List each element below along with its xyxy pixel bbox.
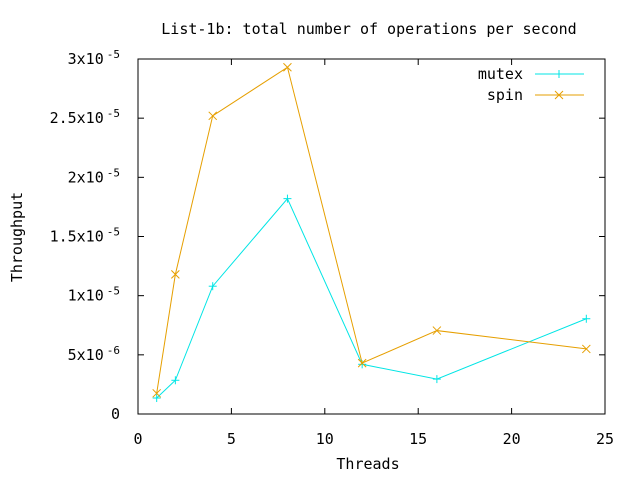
y-tick-label: 1.5x10 -5 bbox=[50, 226, 120, 246]
data-point-spin bbox=[357, 358, 367, 368]
data-point-spin bbox=[581, 344, 591, 354]
y-tick-label-base: 2x10 bbox=[68, 168, 104, 186]
y-tick-label: 2x10 -5 bbox=[68, 166, 120, 186]
y-tick-label-base: 0 bbox=[111, 405, 120, 423]
data-point-mutex bbox=[208, 282, 217, 291]
x-tick-label: 15 bbox=[409, 430, 427, 448]
data-point-spin bbox=[283, 62, 292, 72]
y-tick-label-base: 5x10 bbox=[68, 346, 104, 364]
y-tick-label-exponent: -5 bbox=[107, 107, 120, 120]
y-tick-label: 2.5x10 -5 bbox=[50, 107, 120, 127]
x-tick-label: 5 bbox=[227, 430, 236, 448]
legend: mutex spin bbox=[478, 65, 584, 104]
legend-marker-mutex bbox=[555, 70, 563, 78]
x-tick-label: 20 bbox=[503, 430, 521, 448]
y-tick-label-base: 1.5x10 bbox=[50, 228, 104, 246]
y-tick-label: 0 bbox=[111, 405, 120, 423]
data-point-mutex bbox=[171, 376, 180, 385]
plot-frame bbox=[137, 58, 606, 415]
y-tick-label: 3x10 -5 bbox=[68, 48, 120, 68]
x-axis: 0 5 10 15 20 25 bbox=[133, 59, 614, 448]
y-tick-label-exponent: -5 bbox=[107, 48, 120, 61]
x-axis-title: Threads bbox=[336, 455, 399, 473]
y-tick-label: 5x10 -6 bbox=[68, 344, 120, 364]
data-point-mutex bbox=[582, 314, 591, 323]
chart-title: List-1b: total number of operations per … bbox=[161, 20, 576, 38]
y-tick-label-base: 3x10 bbox=[68, 50, 104, 68]
legend-label-spin: spin bbox=[487, 86, 523, 104]
legend-label-mutex: mutex bbox=[478, 65, 523, 83]
y-tick-label-exponent: -5 bbox=[107, 285, 120, 298]
x-tick-label: 0 bbox=[133, 430, 142, 448]
series-spin bbox=[152, 62, 591, 398]
data-point-spin bbox=[432, 326, 442, 335]
series-line-mutex bbox=[156, 197, 587, 399]
data-point-spin bbox=[208, 111, 218, 121]
data-point-mutex bbox=[432, 375, 441, 384]
x-tick-label: 25 bbox=[596, 430, 614, 448]
y-tick-label: 1x10 -5 bbox=[68, 285, 120, 305]
y-tick-label-exponent: -5 bbox=[107, 226, 120, 239]
y-tick-label-exponent: -6 bbox=[107, 344, 120, 357]
data-point-mutex bbox=[152, 394, 161, 403]
y-tick-label-base: 1x10 bbox=[68, 287, 104, 305]
data-point-spin bbox=[152, 388, 162, 398]
data-point-spin bbox=[171, 270, 180, 279]
series-mutex bbox=[152, 194, 591, 403]
data-point-mutex bbox=[283, 194, 292, 203]
series-layer bbox=[152, 62, 591, 403]
y-tick-label-base: 2.5x10 bbox=[50, 109, 104, 127]
legend-marker-spin bbox=[554, 90, 564, 100]
y-axis-title: Throughput bbox=[8, 192, 26, 282]
y-tick-label-exponent: -5 bbox=[107, 166, 120, 179]
x-tick-label: 10 bbox=[316, 430, 334, 448]
